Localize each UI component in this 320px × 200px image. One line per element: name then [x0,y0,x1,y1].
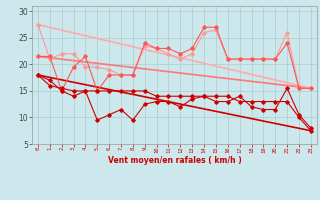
X-axis label: Vent moyen/en rafales ( km/h ): Vent moyen/en rafales ( km/h ) [108,156,241,165]
